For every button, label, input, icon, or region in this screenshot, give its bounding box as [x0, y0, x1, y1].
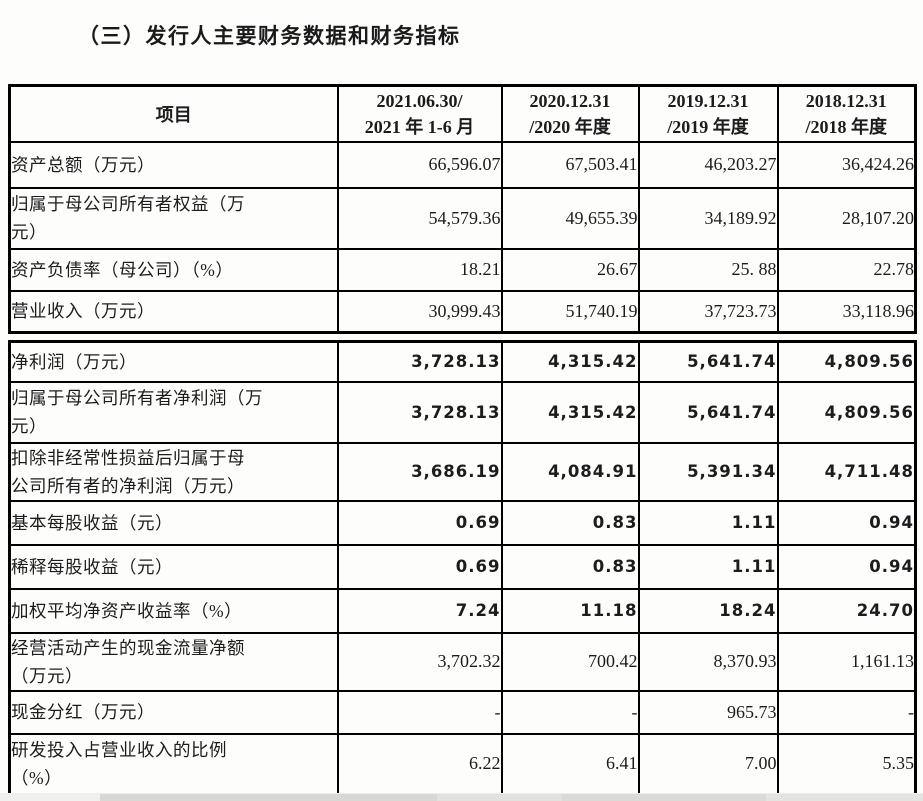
table-row-cash-dividend: 现金分红（万元） - - 965.73 -: [8, 689, 917, 735]
value-cell: 22.78: [776, 247, 917, 292]
value-cell: 18.21: [336, 247, 503, 292]
table-row-basic-eps: 基本每股收益（元） 0.69 0.83 1.11 0.94: [8, 499, 917, 546]
row-label-cell: 净利润（万元）: [8, 340, 339, 383]
financial-table-container: 项目 2021.06.30/ 2021 年 1-6 月 2020.12.31 /…: [8, 84, 917, 796]
table-row-debt-ratio: 资产负债率（母公司）（%） 18.21 26.67 25. 88 22.78: [8, 247, 917, 292]
table-row-net-profit: 净利润（万元） 3,728.13 4,315.42 5,641.74 4,809…: [8, 340, 917, 383]
header-cell-period-2019: 2019.12.31 /2019 年度: [637, 84, 779, 143]
value-cell: 965.73: [637, 689, 779, 735]
value-cell: 30,999.43: [336, 289, 503, 334]
value-cell: 4,084.91: [500, 441, 640, 502]
row-label-cell: 归属于母公司所有者权益（万 元）: [8, 186, 339, 250]
value-cell: 4,711.48: [776, 441, 917, 502]
value-cell: 4,315.42: [500, 380, 640, 444]
row-label-cell: 扣除非经常性损益后归属于母 公司所有者的净利润（万元）: [8, 441, 339, 502]
value-cell: 0.69: [336, 499, 503, 546]
value-cell: 1.11: [637, 543, 779, 590]
value-cell: 4,315.42: [500, 340, 640, 383]
value-cell: 24.70: [776, 587, 917, 634]
value-cell: -: [336, 689, 503, 735]
value-cell: 25. 88: [637, 247, 779, 292]
financial-table-section-1: 项目 2021.06.30/ 2021 年 1-6 月 2020.12.31 /…: [8, 84, 917, 334]
value-cell: 49,655.39: [500, 186, 640, 250]
value-cell: 33,118.96: [776, 289, 917, 334]
value-cell: 54,579.36: [336, 186, 503, 250]
header-cell-period-2020: 2020.12.31 /2020 年度: [500, 84, 640, 143]
table-row-operating-revenue: 营业收入（万元） 30,999.43 51,740.19 37,723.73 3…: [8, 289, 917, 334]
value-cell: 6.41: [500, 732, 640, 796]
row-label-cell: 研发投入占营业收入的比例 （%）: [8, 732, 339, 796]
row-label-cell: 加权平均净资产收益率（%）: [8, 587, 339, 634]
value-cell: 37,723.73: [637, 289, 779, 334]
row-label-cell: 现金分红（万元）: [8, 689, 339, 735]
value-cell: 3,728.13: [336, 380, 503, 444]
table-row-operating-cashflow: 经营活动产生的现金流量净额 （万元） 3,702.32 700.42 8,370…: [8, 631, 917, 692]
value-cell: 5.35: [776, 732, 917, 796]
table-row-rd-ratio: 研发投入占营业收入的比例 （%） 6.22 6.41 7.00 5.35: [8, 732, 917, 796]
value-cell: 26.67: [500, 247, 640, 292]
value-cell: 34,189.92: [637, 186, 779, 250]
value-cell: 0.69: [336, 543, 503, 590]
table-row-deducted-net-profit: 扣除非经常性损益后归属于母 公司所有者的净利润（万元） 3,686.19 4,0…: [8, 441, 917, 502]
page-title: （三）发行人主要财务数据和财务指标: [78, 25, 461, 48]
value-cell: 5,641.74: [637, 380, 779, 444]
row-label-cell: 营业收入（万元）: [8, 289, 339, 334]
table-row-total-assets: 资产总额（万元） 66,596.07 67,503.41 46,203.27 3…: [8, 140, 917, 189]
value-cell: 3,702.32: [336, 631, 503, 692]
value-cell: 1,161.13: [776, 631, 917, 692]
value-cell: 7.24: [336, 587, 503, 634]
table-row-parent-net-profit: 归属于母公司所有者净利润（万 元） 3,728.13 4,315.42 5,64…: [8, 380, 917, 444]
row-label-cell: 稀释每股收益（元）: [8, 543, 339, 590]
value-cell: 66,596.07: [336, 140, 503, 189]
value-cell: 36,424.26: [776, 140, 917, 189]
value-cell: 18.24: [637, 587, 779, 634]
value-cell: 11.18: [500, 587, 640, 634]
table-row-parent-equity: 归属于母公司所有者权益（万 元） 54,579.36 49,655.39 34,…: [8, 186, 917, 250]
value-cell: 5,641.74: [637, 340, 779, 383]
value-cell: 5,391.34: [637, 441, 779, 502]
value-cell: 4,809.56: [776, 340, 917, 383]
table-row-weighted-roe: 加权平均净资产收益率（%） 7.24 11.18 18.24 24.70: [8, 587, 917, 634]
value-cell: 67,503.41: [500, 140, 640, 189]
financial-table-section-2: 净利润（万元） 3,728.13 4,315.42 5,641.74 4,809…: [8, 340, 917, 796]
value-cell: 51,740.19: [500, 289, 640, 334]
value-cell: -: [776, 689, 917, 735]
value-cell: 700.42: [500, 631, 640, 692]
value-cell: 1.11: [637, 499, 779, 546]
value-cell: 3,728.13: [336, 340, 503, 383]
value-cell: -: [500, 689, 640, 735]
header-cell-period-2018: 2018.12.31 /2018 年度: [776, 84, 917, 143]
value-cell: 0.94: [776, 499, 917, 546]
value-cell: 0.83: [500, 543, 640, 590]
value-cell: 3,686.19: [336, 441, 503, 502]
row-label-cell: 资产总额（万元）: [8, 140, 339, 189]
header-cell-item: 项目: [8, 84, 339, 143]
value-cell: 0.94: [776, 543, 917, 590]
header-cell-period-2021: 2021.06.30/ 2021 年 1-6 月: [336, 84, 503, 143]
row-label-cell: 基本每股收益（元）: [8, 499, 339, 546]
value-cell: 0.83: [500, 499, 640, 546]
value-cell: 46,203.27: [637, 140, 779, 189]
table-header-row: 项目 2021.06.30/ 2021 年 1-6 月 2020.12.31 /…: [8, 84, 917, 143]
row-label-cell: 归属于母公司所有者净利润（万 元）: [8, 380, 339, 444]
value-cell: 8,370.93: [637, 631, 779, 692]
taskbar-top-edge: [0, 793, 923, 801]
value-cell: 4,809.56: [776, 380, 917, 444]
value-cell: 28,107.20: [776, 186, 917, 250]
row-label-cell: 经营活动产生的现金流量净额 （万元）: [8, 631, 339, 692]
row-label-cell: 资产负债率（母公司）（%）: [8, 247, 339, 292]
value-cell: 6.22: [336, 732, 503, 796]
value-cell: 7.00: [637, 732, 779, 796]
table-row-diluted-eps: 稀释每股收益（元） 0.69 0.83 1.11 0.94: [8, 543, 917, 590]
